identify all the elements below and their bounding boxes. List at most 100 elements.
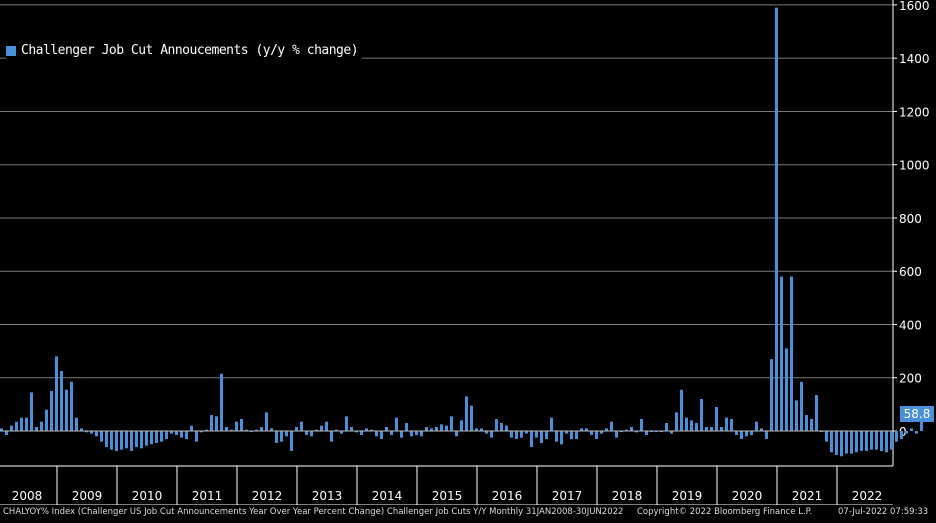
- x-tick-label: 2015: [432, 489, 463, 503]
- bar: [375, 431, 378, 437]
- bar: [10, 425, 13, 431]
- bar: [585, 428, 588, 431]
- bar: [425, 427, 428, 431]
- bar: [75, 417, 78, 431]
- bar: [380, 431, 383, 439]
- bar: [335, 429, 338, 431]
- bar: [915, 431, 918, 434]
- bar: [290, 431, 293, 451]
- bar: [540, 431, 543, 443]
- bar: [480, 428, 483, 431]
- bar: [35, 427, 38, 431]
- bar: [240, 419, 243, 431]
- x-tick-label: 2021: [792, 489, 823, 503]
- bar: [50, 391, 53, 431]
- bar: [30, 392, 33, 431]
- bar: [400, 431, 403, 438]
- bar: [575, 431, 578, 439]
- bar: [120, 431, 123, 450]
- bar: [235, 421, 238, 431]
- bar: [430, 428, 433, 431]
- x-tick-label: 2019: [672, 489, 703, 503]
- y-tick-label: 1200: [899, 105, 930, 119]
- bar: [755, 421, 758, 431]
- bar: [790, 276, 793, 431]
- bar: [395, 417, 398, 431]
- bar: [670, 431, 673, 434]
- bar: [505, 425, 508, 431]
- bar: [875, 431, 878, 450]
- bar: [835, 431, 838, 455]
- bar: [110, 431, 113, 450]
- bar: [490, 431, 493, 438]
- bar: [810, 419, 813, 431]
- bar: [140, 431, 143, 449]
- bar: [40, 421, 43, 431]
- bar: [5, 431, 8, 435]
- bar: [265, 412, 268, 431]
- bar: [315, 429, 318, 431]
- bar: [460, 420, 463, 431]
- bar: [85, 431, 88, 433]
- bar: [745, 431, 748, 437]
- bar: [735, 431, 738, 435]
- legend: Challenger Job Cut Annoucements (y/y % c…: [6, 42, 363, 59]
- bar: [920, 415, 923, 431]
- bar: [710, 427, 713, 431]
- bar: [485, 431, 488, 434]
- bar: [15, 421, 18, 431]
- bar: [780, 276, 783, 431]
- bar: [680, 389, 683, 431]
- bar: [895, 431, 898, 442]
- bar: [860, 431, 863, 451]
- bar: [515, 431, 518, 439]
- bar: [685, 417, 688, 431]
- bar: [275, 431, 278, 443]
- bar: [330, 431, 333, 442]
- bar: [345, 416, 348, 431]
- bar: [725, 417, 728, 431]
- footer: CHALYOY% Index (Challenger US Job Cut An…: [0, 505, 936, 519]
- bar: [740, 431, 743, 439]
- bar: [880, 431, 883, 451]
- x-tick-label: 2009: [72, 489, 103, 503]
- bar: [720, 427, 723, 431]
- bar: [100, 431, 103, 442]
- bar: [775, 7, 778, 431]
- bar: [200, 431, 203, 433]
- bar: [115, 431, 118, 451]
- bar: [360, 431, 363, 435]
- bar: [870, 431, 873, 450]
- x-tick-label: 2018: [612, 489, 643, 503]
- x-tick-label: 2010: [132, 489, 163, 503]
- bar: [70, 381, 73, 431]
- bar: [520, 431, 523, 438]
- bar: [795, 400, 798, 431]
- bar: [205, 429, 208, 431]
- bar: [845, 431, 848, 454]
- bar: [470, 405, 473, 431]
- bar: [285, 431, 288, 437]
- bar: [420, 431, 423, 437]
- bar: [0, 428, 3, 431]
- bar: [690, 420, 693, 431]
- bar: [705, 427, 708, 431]
- bar: [500, 423, 503, 431]
- bar: [80, 428, 83, 431]
- bar: [95, 431, 98, 437]
- bar: [495, 419, 498, 431]
- bar: [440, 424, 443, 431]
- x-tick-label: 2013: [312, 489, 343, 503]
- bar: [765, 431, 768, 439]
- bar: [325, 421, 328, 431]
- bar: [865, 431, 868, 451]
- bar: [465, 396, 468, 431]
- last-value-badge: 58.8: [900, 406, 934, 422]
- bar: [675, 412, 678, 431]
- bar: [255, 429, 258, 431]
- bar: [390, 431, 393, 435]
- bar: [350, 427, 353, 431]
- bar: [475, 428, 478, 431]
- x-tick-label: 2008: [12, 489, 43, 503]
- bar: [185, 431, 188, 439]
